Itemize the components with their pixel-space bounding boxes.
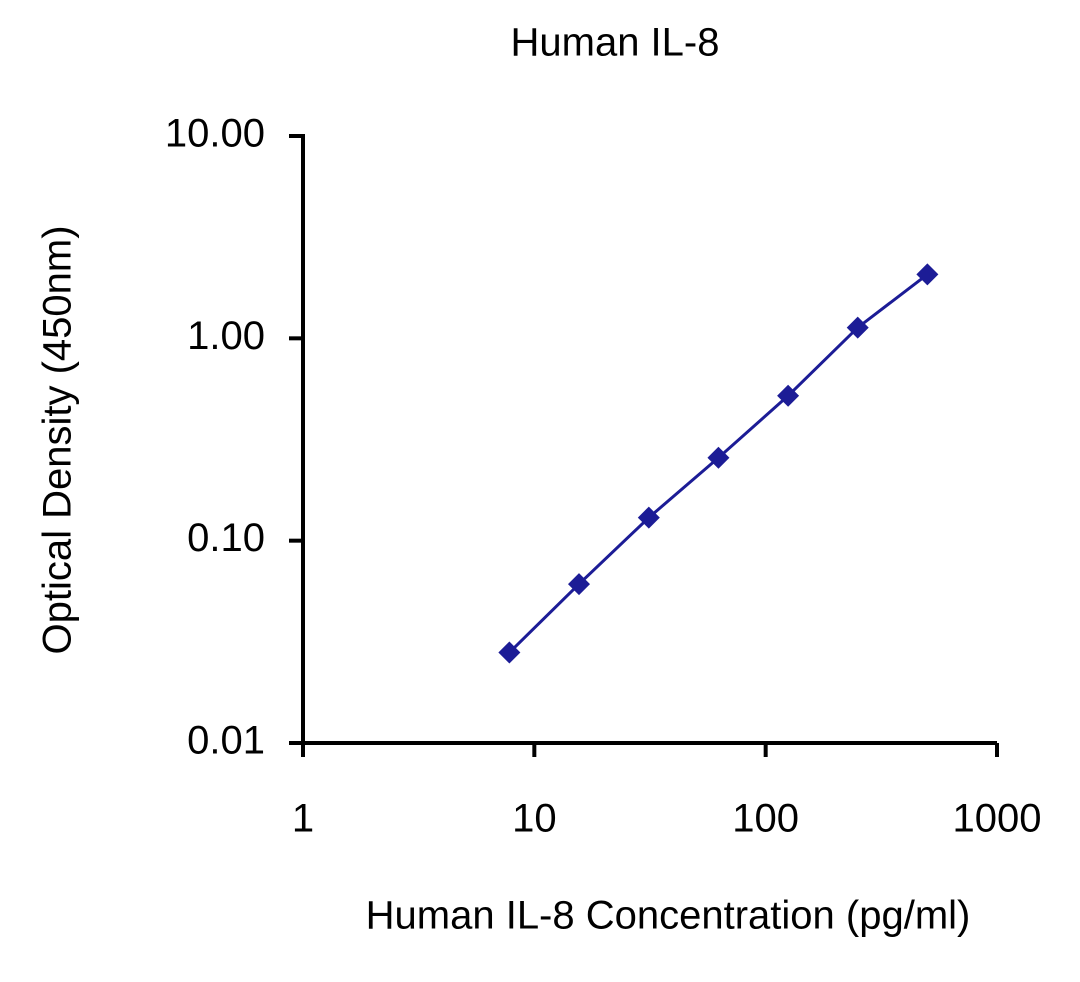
data-point — [568, 573, 591, 596]
x-tick-label: 10 — [512, 797, 557, 841]
y-tick-label: 0.10 — [187, 516, 265, 560]
x-tick-label: 1 — [292, 797, 314, 841]
x-axis-label: Human IL-8 Concentration (pg/ml) — [366, 894, 971, 938]
data-point — [916, 263, 939, 286]
data-point — [498, 641, 521, 664]
chart-title: Human IL-8 — [511, 21, 720, 65]
x-tick-label: 1000 — [953, 797, 1042, 841]
data-point — [846, 316, 869, 339]
x-tick-label: 100 — [732, 797, 799, 841]
data-point — [637, 506, 660, 529]
data-point — [777, 384, 800, 407]
y-axis-label: Optical Density (450nm) — [36, 225, 80, 654]
y-tick-label: 0.01 — [187, 719, 265, 763]
y-tick-label: 10.00 — [165, 112, 265, 156]
data-point — [707, 446, 730, 469]
y-tick-label: 1.00 — [187, 314, 265, 358]
